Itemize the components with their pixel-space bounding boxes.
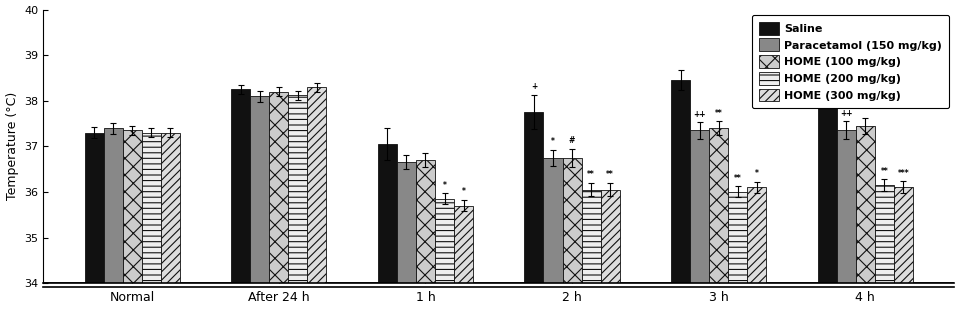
Bar	[231, 89, 251, 283]
Text: **: **	[715, 108, 723, 117]
Bar	[601, 190, 620, 283]
Bar	[524, 112, 543, 283]
Bar	[729, 192, 747, 283]
Bar	[709, 128, 729, 283]
Text: **: **	[733, 174, 742, 183]
Text: ++: ++	[840, 108, 852, 117]
Text: **: **	[880, 166, 888, 175]
Text: ***: ***	[898, 169, 909, 178]
Bar	[288, 95, 307, 283]
Bar	[270, 92, 288, 283]
Bar	[671, 80, 690, 283]
Text: *: *	[443, 181, 446, 190]
Text: *: *	[551, 137, 555, 146]
Bar	[837, 131, 855, 283]
Bar	[582, 190, 601, 283]
Bar	[160, 133, 180, 283]
Text: +: +	[531, 82, 537, 91]
Bar	[563, 158, 582, 283]
Legend: Saline, Paracetamol (150 mg/kg), HOME (100 mg/kg), HOME (200 mg/kg), HOME (300 m: Saline, Paracetamol (150 mg/kg), HOME (1…	[752, 15, 948, 108]
Bar	[84, 133, 104, 283]
Bar	[396, 162, 416, 283]
Bar	[747, 187, 766, 283]
Text: ++: ++	[693, 109, 706, 118]
Y-axis label: Temperature (°C): Temperature (°C)	[6, 92, 18, 201]
Bar	[875, 185, 894, 283]
Bar	[894, 187, 913, 283]
Text: **: **	[607, 170, 614, 179]
Bar	[307, 87, 326, 283]
Text: #: #	[569, 136, 575, 145]
Bar	[543, 158, 563, 283]
Bar	[435, 199, 454, 283]
Bar	[690, 131, 709, 283]
Bar	[818, 80, 837, 283]
Bar	[251, 96, 270, 283]
Text: **: **	[588, 170, 595, 179]
Text: *: *	[462, 188, 466, 197]
Bar	[855, 126, 875, 283]
Text: *: *	[755, 169, 758, 178]
Bar	[416, 160, 435, 283]
Bar	[454, 206, 473, 283]
Bar	[104, 128, 123, 283]
Bar	[378, 144, 396, 283]
Bar	[142, 133, 160, 283]
Text: ***: ***	[859, 105, 871, 114]
Bar	[123, 131, 142, 283]
